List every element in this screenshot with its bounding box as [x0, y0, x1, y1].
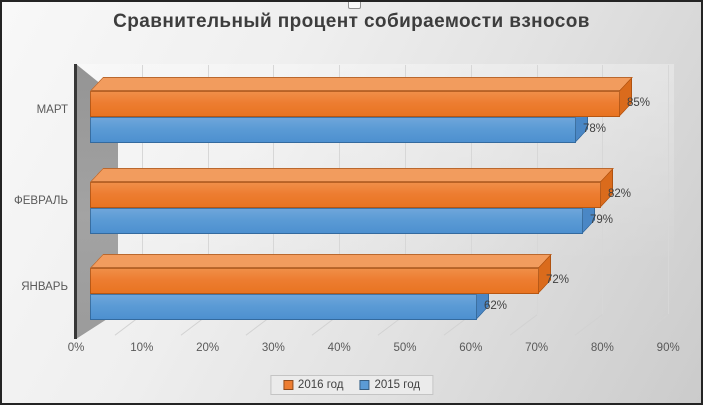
legend-item-2015[interactable]: 2015 год [359, 379, 421, 391]
category-axis-line [74, 64, 77, 339]
x-tick-label: 60% [459, 342, 483, 354]
chart-title[interactable]: Сравнительный процент собираемости взнос… [113, 11, 590, 32]
bar-2016-год-январь-top-face[interactable] [90, 254, 553, 268]
data-label: 85% [627, 97, 651, 109]
data-label: 79% [590, 214, 614, 226]
data-label: 82% [608, 188, 632, 200]
selection-handle[interactable] [348, 2, 361, 9]
x-tick-label: 70% [525, 342, 549, 354]
category-label: ФЕВРАЛЬ [13, 195, 68, 207]
x-tick-label: 40% [327, 342, 351, 354]
legend-label: 2015 год [374, 379, 421, 391]
x-tick-label: 0% [67, 342, 85, 354]
bar-2015-год-февраль[interactable] [90, 208, 583, 234]
bar-2015-год-март[interactable] [90, 117, 576, 143]
legend[interactable]: 2016 год 2015 год [269, 375, 434, 395]
bar-2016-год-февраль[interactable] [90, 182, 601, 208]
legend-swatch-2016 [282, 380, 293, 390]
bar-2016-год-январь[interactable] [90, 268, 539, 294]
floor-gridline [575, 314, 603, 336]
x-tick-label: 50% [393, 342, 417, 354]
x-tick-label: 30% [261, 342, 285, 354]
category-label: ЯНВАРЬ [21, 281, 68, 293]
x-tick-label: 90% [656, 342, 680, 354]
legend-item-2016[interactable]: 2016 год [282, 379, 344, 391]
data-label: 62% [484, 300, 508, 312]
bar-2016-год-февраль-top-face[interactable] [90, 168, 615, 182]
legend-label: 2016 год [297, 379, 344, 391]
gridline [668, 65, 670, 314]
x-tick-label: 80% [590, 342, 614, 354]
x-tick-label: 20% [196, 342, 220, 354]
legend-swatch-2015 [359, 380, 370, 390]
x-tick-label: 10% [130, 342, 154, 354]
floor-gridline [640, 314, 669, 336]
floor-gridline [509, 314, 537, 336]
bar-2016-год-март[interactable] [90, 91, 620, 117]
bar-2016-год-март-top-face[interactable] [90, 77, 634, 91]
data-label: 78% [583, 123, 607, 135]
bar-2015-год-январь[interactable] [90, 294, 477, 320]
category-label: МАРТ [36, 104, 68, 116]
data-label: 72% [546, 274, 570, 286]
